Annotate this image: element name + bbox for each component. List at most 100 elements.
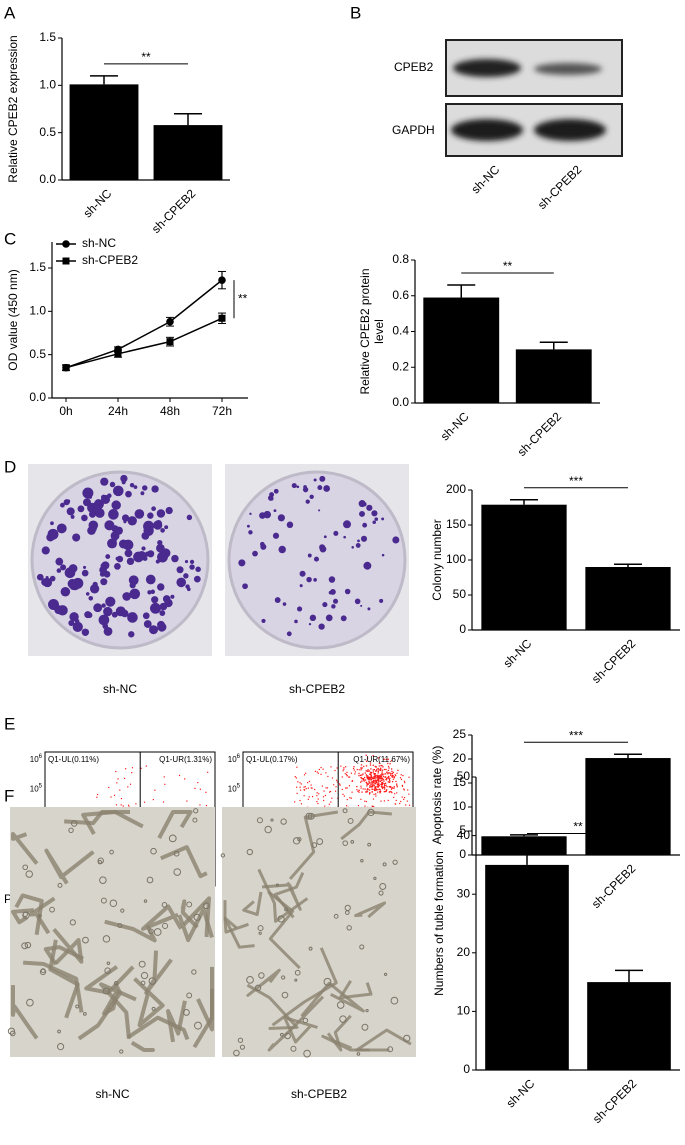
flow-event [368, 781, 371, 784]
cell [146, 876, 154, 884]
flow-event [373, 780, 375, 782]
tube [28, 896, 56, 935]
colony [151, 596, 159, 604]
flow-event [334, 769, 336, 772]
flow-event [363, 780, 365, 782]
flow-event [205, 804, 208, 807]
flow-event [360, 769, 362, 771]
blot-band [534, 119, 606, 141]
colony [74, 619, 80, 624]
colony [111, 537, 117, 543]
flow-tick-label: 106 [228, 754, 241, 765]
cell [305, 812, 313, 820]
cell [382, 862, 387, 867]
flow-event [372, 781, 374, 784]
colony [143, 620, 152, 628]
tube [223, 900, 249, 934]
bar [423, 297, 500, 403]
y-tick-label: 40 [457, 828, 471, 842]
tube [273, 872, 305, 919]
cell [57, 882, 63, 888]
flow-event [369, 793, 371, 795]
flow-event [359, 774, 362, 777]
colony [98, 614, 110, 626]
colony [89, 584, 100, 594]
flow-event [377, 785, 379, 788]
legend-marker [62, 257, 70, 265]
tube [182, 896, 211, 938]
colony [159, 610, 166, 616]
cell [38, 914, 42, 918]
flow-event [385, 789, 388, 791]
colony [129, 482, 135, 488]
colony [112, 485, 124, 497]
flow-event [354, 773, 356, 775]
flow-event [324, 805, 326, 807]
tick-exponent: 6 [39, 754, 43, 760]
flow-event [402, 774, 404, 777]
cell [193, 1021, 202, 1030]
flow-event [346, 798, 348, 801]
colony [57, 605, 68, 616]
cell [150, 847, 157, 855]
flow-event [394, 803, 396, 805]
flow-event [374, 775, 377, 778]
cell [308, 946, 313, 951]
colony [328, 576, 336, 583]
cell [367, 842, 372, 847]
flow-event [371, 781, 373, 783]
flow-event [392, 778, 395, 780]
y-tick-label: 0 [463, 1062, 470, 1076]
flow-event [108, 786, 110, 789]
y-tick-label: 0.0 [39, 172, 56, 186]
flow-event [400, 774, 402, 776]
flow-event [317, 772, 319, 774]
colony [296, 485, 300, 489]
image-caption: sh-NC [95, 1087, 129, 1101]
tube [242, 891, 263, 917]
cell [379, 882, 387, 890]
flow-event [128, 804, 130, 806]
flow-event [395, 799, 397, 802]
flow-event [377, 788, 379, 791]
flow-event [386, 771, 388, 773]
colony [309, 494, 314, 499]
colony [164, 525, 169, 530]
flow-event [331, 797, 333, 799]
tube [300, 981, 365, 1018]
cell [281, 991, 289, 999]
flow-event [331, 777, 334, 779]
flow-event [369, 764, 372, 766]
flow-event [387, 762, 389, 765]
colony [299, 570, 306, 577]
colony [81, 628, 90, 636]
flow-event [199, 804, 201, 806]
colony [100, 477, 109, 486]
flow-event [374, 786, 376, 789]
flow-event [346, 787, 348, 789]
tube [11, 985, 39, 1040]
colony [273, 509, 277, 513]
flow-event [377, 770, 379, 772]
flow-event [336, 781, 338, 783]
cell [264, 825, 272, 834]
flow-event [374, 780, 376, 782]
cell [153, 928, 162, 936]
y-axis-label: Apoptosis rate (%) [430, 746, 444, 845]
cell [367, 808, 375, 817]
colony [150, 589, 156, 595]
quadrant-label: Q1-UL(0.17%) [246, 755, 298, 764]
colony [323, 535, 327, 539]
colony [371, 510, 378, 517]
colony [121, 609, 129, 618]
cell [82, 936, 89, 944]
flow-event [369, 786, 371, 788]
flow-event [400, 778, 403, 781]
flow-event [379, 789, 381, 791]
y-tick-label: 200 [446, 482, 466, 496]
flow-event [194, 787, 196, 789]
flow-event [372, 798, 375, 800]
cell [233, 1049, 240, 1057]
flow-event [329, 790, 332, 793]
colony [155, 519, 163, 527]
